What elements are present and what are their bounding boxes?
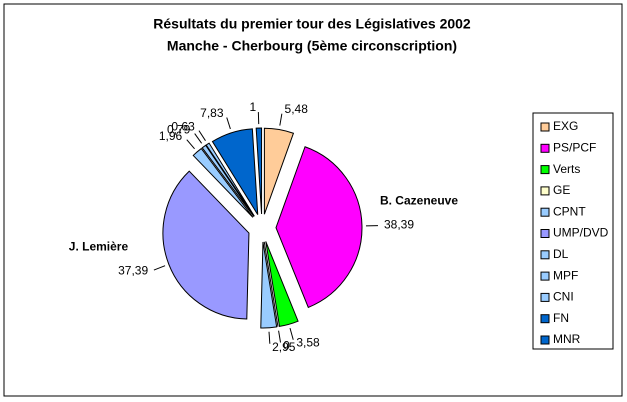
pie-slice xyxy=(265,241,299,327)
legend-label: MPF xyxy=(553,268,578,282)
chart-title: Résultats du premier tour des Législativ… xyxy=(153,16,471,32)
pie-slice xyxy=(162,170,250,320)
legend-swatch xyxy=(540,292,550,302)
legend-label: FN xyxy=(553,311,569,325)
legend-label: UMP/DVD xyxy=(553,226,609,240)
data-label: 37,39 xyxy=(118,264,148,278)
leader-line xyxy=(289,328,294,340)
pie-slice xyxy=(201,144,255,217)
legend-swatch xyxy=(540,165,550,175)
pie-slice xyxy=(211,128,259,215)
pie-slice xyxy=(205,142,255,217)
legend-label: CNI xyxy=(553,290,574,304)
legend-label: Verts xyxy=(553,162,580,176)
pie-slice xyxy=(192,147,254,218)
leader-line xyxy=(226,117,231,130)
legend-swatch xyxy=(540,314,550,324)
legend-swatch xyxy=(540,335,550,345)
leader-line xyxy=(153,265,166,271)
data-label: 5,48 xyxy=(285,102,309,116)
legend-label: PS/PCF xyxy=(553,140,596,154)
data-label: 0,79 xyxy=(167,122,191,136)
annotation: J. Lemière xyxy=(69,240,129,254)
leader-line xyxy=(198,130,206,141)
legend-swatch xyxy=(540,250,550,260)
legend-label: MNR xyxy=(553,332,581,346)
data-label: 3,58 xyxy=(296,336,320,350)
legend-label: DL xyxy=(553,247,569,261)
legend-swatch xyxy=(540,207,550,217)
pie-slice xyxy=(263,241,279,327)
legend-label: CPNT xyxy=(553,204,586,218)
legend-label: GE xyxy=(553,183,570,197)
legend-swatch xyxy=(540,122,550,132)
pie-slice xyxy=(255,127,263,215)
annotation: B. Cazeneuve xyxy=(380,194,458,208)
pie-slice xyxy=(260,241,278,329)
legend-swatch xyxy=(540,186,550,196)
legend-swatch xyxy=(540,229,550,238)
data-label: 1 xyxy=(250,100,257,114)
leader-line xyxy=(278,330,281,343)
leader-line xyxy=(194,133,203,144)
leader-line xyxy=(279,113,283,126)
legend-swatch xyxy=(540,143,550,153)
data-label: 7,83 xyxy=(200,106,224,120)
leader-line xyxy=(268,331,271,344)
leader-line xyxy=(186,139,195,150)
data-label: 38,39 xyxy=(384,218,414,232)
data-label: 1,96 xyxy=(159,129,183,143)
data-label: 0 xyxy=(283,339,290,353)
legend-swatch xyxy=(540,271,550,281)
pie-slice xyxy=(263,127,295,215)
data-label: 0,63 xyxy=(171,119,195,133)
chart-subtitle: Manche - Cherbourg (5ème circonscription… xyxy=(167,38,457,54)
pie-slice xyxy=(275,146,363,309)
data-label: 2,95 xyxy=(272,340,296,354)
legend-label: EXG xyxy=(553,119,578,133)
